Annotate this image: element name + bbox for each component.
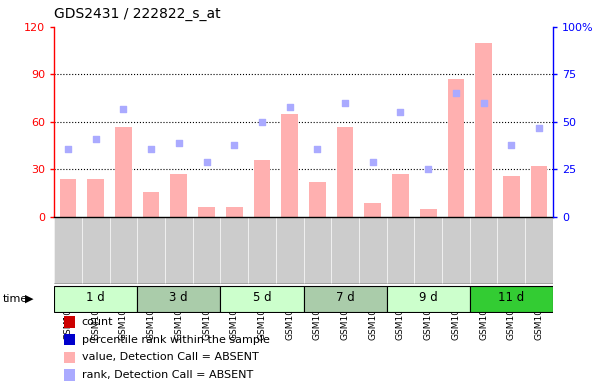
Text: count: count — [82, 317, 113, 327]
Bar — [420, 209, 436, 217]
Point — [230, 142, 239, 148]
Bar — [475, 43, 492, 217]
Bar — [254, 160, 270, 217]
Point — [118, 106, 128, 112]
Bar — [64, 334, 75, 345]
Text: ▶: ▶ — [25, 293, 33, 304]
Bar — [531, 166, 548, 217]
Point — [285, 104, 294, 110]
Bar — [503, 176, 520, 217]
Bar — [64, 316, 75, 328]
Point — [313, 146, 322, 152]
Bar — [64, 369, 75, 381]
Text: 11 d: 11 d — [498, 291, 525, 305]
Bar — [137, 286, 221, 311]
Text: time: time — [3, 293, 28, 304]
Bar — [470, 286, 553, 311]
Text: 7 d: 7 d — [336, 291, 355, 305]
Bar — [59, 179, 76, 217]
Text: GDS2431 / 222822_s_at: GDS2431 / 222822_s_at — [54, 7, 221, 21]
Bar — [198, 207, 215, 217]
Text: 1 d: 1 d — [87, 291, 105, 305]
Bar — [226, 207, 243, 217]
Point — [534, 124, 544, 131]
Bar — [309, 182, 326, 217]
Bar — [64, 352, 75, 363]
Text: percentile rank within the sample: percentile rank within the sample — [82, 334, 269, 344]
Point — [479, 100, 489, 106]
Bar — [221, 286, 304, 311]
Point — [174, 140, 184, 146]
Point — [146, 146, 156, 152]
Text: 5 d: 5 d — [252, 291, 271, 305]
Point — [257, 119, 267, 125]
Point — [340, 100, 350, 106]
Text: 3 d: 3 d — [169, 291, 188, 305]
Bar — [364, 203, 381, 217]
Bar — [281, 114, 298, 217]
Point — [368, 159, 377, 165]
Point — [395, 109, 405, 116]
Bar — [304, 286, 386, 311]
Bar — [337, 127, 353, 217]
Bar — [386, 286, 470, 311]
Bar — [392, 174, 409, 217]
Point — [91, 136, 100, 142]
Bar — [171, 174, 187, 217]
Text: rank, Detection Call = ABSENT: rank, Detection Call = ABSENT — [82, 370, 253, 380]
Point — [202, 159, 212, 165]
Point — [507, 142, 516, 148]
Point — [424, 166, 433, 172]
Point — [451, 90, 461, 96]
Point — [63, 146, 73, 152]
Text: 9 d: 9 d — [419, 291, 438, 305]
Bar — [448, 79, 464, 217]
Bar — [87, 179, 104, 217]
Bar — [143, 192, 159, 217]
Bar — [115, 127, 132, 217]
Bar — [54, 286, 137, 311]
Text: value, Detection Call = ABSENT: value, Detection Call = ABSENT — [82, 353, 258, 362]
